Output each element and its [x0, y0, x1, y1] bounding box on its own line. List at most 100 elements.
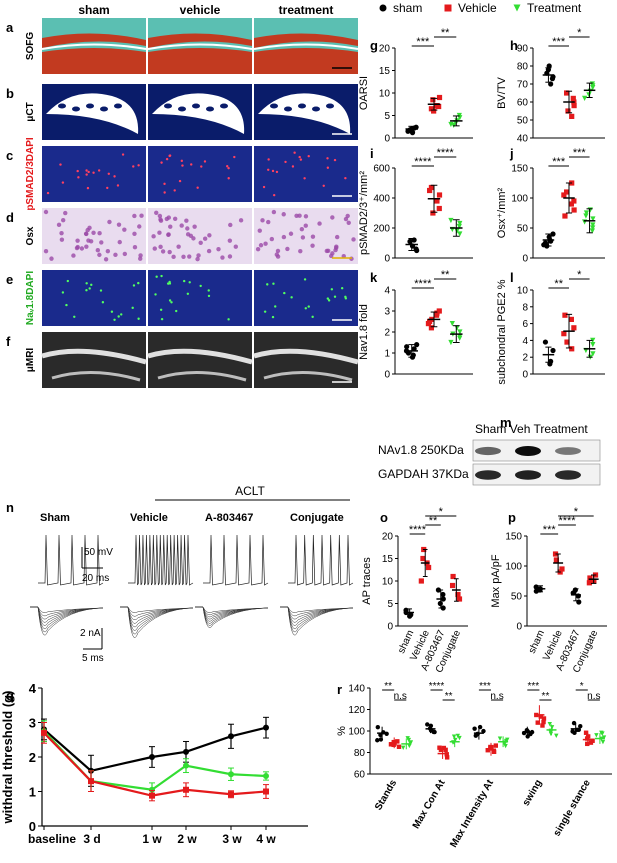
data-point [418, 578, 424, 584]
bone-shape [46, 93, 139, 134]
bone-pore [72, 106, 80, 112]
mri-bright-band [147, 348, 253, 365]
fluorescence-dot [233, 155, 236, 159]
cell-nucleus [281, 234, 287, 240]
data-point [436, 94, 443, 101]
data-point [590, 225, 596, 231]
cell-nucleus [49, 256, 54, 261]
legend-item-treatment: Treatment [527, 1, 582, 15]
image-ct-treatment [254, 84, 358, 140]
data-point [456, 596, 463, 602]
data-point [436, 192, 443, 198]
fluorescence-dot [311, 315, 314, 319]
cell-nucleus [113, 252, 118, 258]
panel-letter-k: k [370, 270, 378, 285]
cell-nucleus [198, 240, 203, 245]
significance-label: **** [437, 147, 455, 159]
data-point [589, 228, 595, 234]
panel-letter-j: j [509, 146, 514, 161]
data-point [41, 729, 47, 736]
fluorescence-dot [155, 275, 158, 278]
fluorescence-dot [160, 161, 163, 164]
x-tick-label: Max Con At [411, 777, 448, 830]
ephys-group-label: A-803467 [205, 512, 253, 524]
data-point [388, 742, 394, 747]
panel-letter-o: o [380, 510, 388, 525]
joint-space [147, 43, 253, 50]
row-label-if_green: Naᵥ1.8DAPI [25, 271, 36, 325]
cell-nucleus [91, 230, 96, 235]
y-tick-label: 20 [382, 532, 394, 543]
fluorescence-dot [293, 151, 296, 154]
cell-nucleus [285, 246, 290, 252]
data-point [542, 339, 549, 345]
cell-nucleus [330, 251, 335, 256]
y-tick-label: 20 [379, 44, 391, 55]
significance-label: * [574, 506, 579, 518]
fluorescence-dot [77, 176, 80, 179]
significance-label: **** [414, 156, 432, 168]
significance-label: **** [558, 515, 576, 527]
data-point [570, 95, 576, 101]
bone-pore [326, 103, 334, 109]
significance-label: *** [552, 156, 566, 168]
data-point [449, 582, 456, 589]
y-tick-label: 100 [348, 727, 365, 738]
fluorescence-dot [322, 184, 325, 188]
data-point [428, 184, 435, 191]
fluorescence-dot [340, 287, 344, 290]
data-point [473, 733, 478, 738]
image-if_green-sham [42, 270, 146, 326]
data-point [586, 580, 592, 586]
y-tick-label: 3 [29, 716, 36, 731]
data-point [425, 321, 432, 327]
fluorescence-dot [113, 318, 116, 321]
data-point [571, 198, 577, 204]
x-tick-label: baseline [28, 832, 76, 846]
cell-nucleus [168, 224, 173, 229]
significance-label: ** [384, 681, 392, 692]
panel-letter-n: n [6, 500, 14, 515]
fluorescence-dot [262, 185, 266, 189]
cell-nucleus [75, 238, 80, 243]
data-point [535, 720, 540, 725]
fluorescence-dot [303, 278, 307, 281]
y-tick-label: 50 [517, 116, 529, 127]
significance-label: **** [409, 524, 427, 536]
cartilage-bottom [42, 48, 146, 74]
blot-band [555, 470, 581, 480]
data-point [600, 731, 605, 736]
y-tick-label: 0 [522, 254, 528, 265]
significance-label: *** [543, 524, 557, 536]
fluorescence-background [42, 146, 146, 202]
image-if_green-treatment [254, 270, 358, 326]
x-tick-label: 3 w [222, 832, 242, 846]
fluorescence-dot [163, 191, 166, 194]
data-point [554, 733, 559, 739]
cell-nucleus [326, 248, 331, 253]
fluorescence-dot [303, 177, 306, 180]
fluorescence-dot [226, 164, 229, 168]
data-point [263, 788, 269, 795]
fluorescence-dot [182, 279, 186, 283]
cell-nucleus [233, 244, 238, 249]
fluorescence-dot [168, 282, 172, 285]
data-point [586, 92, 592, 98]
y-tick-label: 0 [384, 254, 390, 265]
ephys-panel: n ACLT Sham Vehicle A-803467 Conjugate 50 mV 20… [6, 484, 354, 664]
fluorescence-dot [120, 313, 123, 316]
data-point [375, 724, 381, 730]
fluorescence-dot [291, 165, 295, 168]
bone-pore [164, 103, 172, 109]
row-label-ct: μCT [25, 102, 36, 121]
y-tick-label: 0 [384, 134, 390, 145]
data-point [228, 733, 234, 740]
data-point [409, 130, 416, 136]
current-trace [120, 606, 194, 617]
fluorescence-dot [272, 282, 275, 285]
y-tick-label: 0 [522, 370, 528, 381]
fluorescence-dot [178, 179, 182, 183]
fluorescence-dot [46, 191, 50, 195]
data-point [549, 725, 555, 730]
